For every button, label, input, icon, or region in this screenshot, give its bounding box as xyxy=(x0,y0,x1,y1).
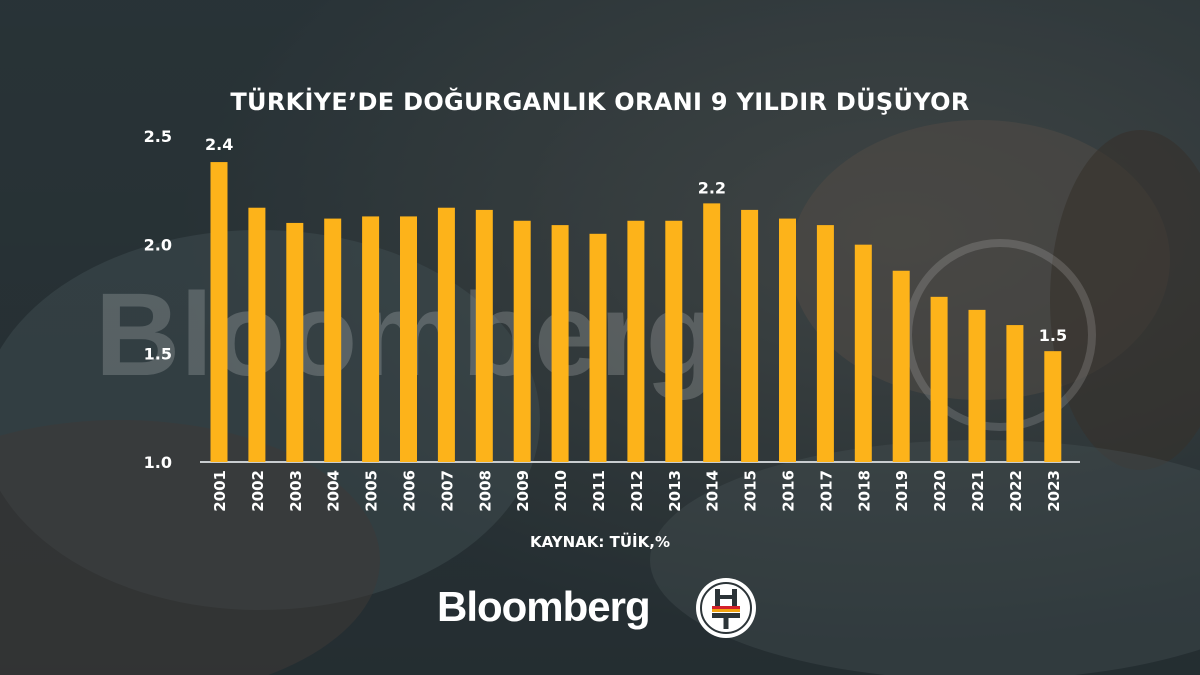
y-tick-label: 1.5 xyxy=(144,344,172,363)
bar-2012 xyxy=(627,220,645,462)
bar-2009 xyxy=(513,220,531,462)
x-tick-label: 2019 xyxy=(893,470,911,512)
x-tick-label: 2012 xyxy=(628,470,646,512)
x-tick-label: 2010 xyxy=(552,470,570,512)
x-axis-ticks: 2001 2002 2003 2004 2005 2006 2007 2008 2009 2010… xyxy=(211,470,1063,512)
bar-2004 xyxy=(324,218,342,462)
bar-2014 xyxy=(703,203,721,462)
bar-2022 xyxy=(1006,325,1024,462)
bar-2016 xyxy=(779,218,796,462)
bloomberg-logo: Bloomberg xyxy=(437,583,651,630)
x-tick-label: 2003 xyxy=(287,470,305,512)
bar-2006 xyxy=(400,216,417,462)
bar-2017 xyxy=(816,225,834,462)
x-tick-label: 2002 xyxy=(249,470,267,512)
y-tick-label: 2.5 xyxy=(144,127,172,146)
y-tick-label: 2.0 xyxy=(144,236,172,255)
data-label-2014: 2.2 xyxy=(698,178,726,197)
bars xyxy=(210,162,1062,462)
bar-2011 xyxy=(589,233,607,462)
chart-title: TÜRKİYE’DE DOĞURGANLIK ORANI 9 YILDIR DÜ… xyxy=(230,88,970,116)
x-tick-label: 2007 xyxy=(438,470,456,512)
data-labels: 2.4 2.2 1.5 xyxy=(205,135,1067,345)
x-tick-label: 2013 xyxy=(666,470,684,512)
bar-2023 xyxy=(1044,351,1062,462)
x-tick-label: 2021 xyxy=(969,470,987,512)
y-tick-label: 1.0 xyxy=(144,453,172,472)
bar-2021 xyxy=(968,309,986,462)
x-tick-label: 2017 xyxy=(817,470,835,512)
bar-2002 xyxy=(248,207,266,462)
bar-2001 xyxy=(210,162,228,462)
bar-2008 xyxy=(475,209,493,462)
bar-2013 xyxy=(665,220,683,462)
x-tick-label: 2014 xyxy=(704,470,722,512)
x-tick-label: 2023 xyxy=(1045,470,1063,512)
x-tick-label: 2016 xyxy=(780,470,798,512)
x-tick-label: 2018 xyxy=(855,470,873,512)
bar-2003 xyxy=(286,222,304,462)
x-tick-label: 2008 xyxy=(476,470,494,512)
data-label-2023: 1.5 xyxy=(1039,326,1067,345)
bar-2007 xyxy=(437,207,455,462)
x-tick-label: 2015 xyxy=(742,470,760,512)
bar-2010 xyxy=(551,225,569,462)
bar-2015 xyxy=(741,209,759,462)
bar-2005 xyxy=(362,216,380,462)
data-label-2001: 2.4 xyxy=(205,135,233,154)
ht-logo-icon xyxy=(696,578,756,638)
bar-2020 xyxy=(930,296,948,462)
bar-2018 xyxy=(854,244,872,462)
x-tick-label: 2001 xyxy=(211,470,229,512)
bar-2019 xyxy=(892,270,910,462)
x-tick-label: 2009 xyxy=(514,470,532,512)
x-tick-label: 2006 xyxy=(401,470,419,512)
x-tick-label: 2005 xyxy=(363,470,381,512)
x-tick-label: 2004 xyxy=(325,470,343,512)
x-tick-label: 2011 xyxy=(590,470,608,512)
x-tick-label: 2020 xyxy=(931,470,949,512)
x-tick-label: 2022 xyxy=(1007,470,1025,512)
source-note: KAYNAK: TÜİK,% xyxy=(529,533,670,551)
